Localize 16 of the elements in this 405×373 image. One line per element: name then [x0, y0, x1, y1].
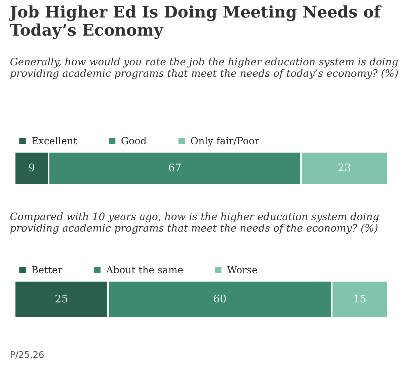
legend-label: Excellent — [32, 137, 78, 145]
chart-subtitle: Generally, how would you rate the job the higher education system is doing providing academic programs that meet the needs of today’s economy? (%) — [10, 58, 398, 80]
data-label: 25 — [56, 294, 68, 303]
data-label: 60 — [214, 294, 226, 303]
legend-label: Worse — [227, 266, 258, 274]
chart-title: Compared with 10 years ago, how is the higher education system doing providing academic programs that meet the needs of the economy? (%) — [10, 212, 379, 234]
data-label: 15 — [354, 294, 366, 303]
data-label: 23 — [338, 164, 351, 172]
legend-label: Only fair/Poor — [191, 137, 260, 147]
chart-title: Job Higher Ed Is Doing Meeting Needs of Today’s Economy — [8, 6, 382, 40]
legend-label: Good — [122, 137, 147, 145]
legend-label: About the same — [106, 266, 184, 274]
text: P/25,26 — [11, 351, 44, 360]
data-label: 9 — [29, 164, 35, 172]
legend-label: Better — [32, 266, 63, 274]
data-label: 67 — [169, 164, 181, 172]
